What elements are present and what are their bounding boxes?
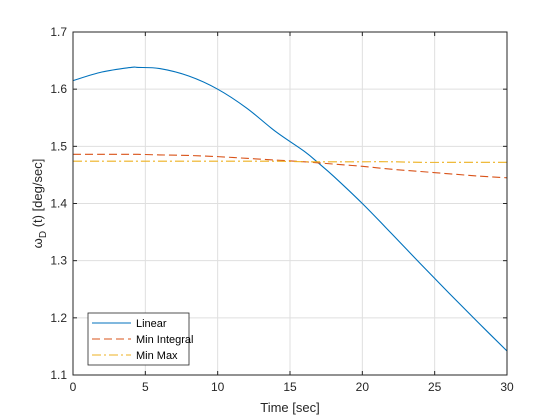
x-tick-label: 15 (283, 380, 297, 394)
x-tick-label: 25 (428, 380, 442, 394)
y-axis-title: ωD (t) [deg/sec] (30, 159, 49, 249)
x-tick-label: 0 (70, 380, 77, 394)
series-line-min-max (73, 160, 507, 163)
y-axis-title-symbol: ω (30, 238, 45, 248)
y-tick-label: 1.5 (50, 139, 67, 153)
axes (72, 31, 508, 376)
x-tick-label: 20 (356, 380, 370, 394)
legend-label: Min Max (136, 350, 178, 362)
x-tick-label: 30 (500, 380, 514, 394)
y-tick-label: 1.4 (50, 197, 67, 211)
series-lines (72, 66, 508, 352)
x-tick-label: 10 (211, 380, 225, 394)
y-tick-label: 1.6 (50, 82, 67, 96)
legend-label: Min Integral (136, 334, 193, 346)
legend: Linear Min Integral Min Max (87, 312, 193, 366)
tick-labels: 0 5 10 15 20 25 30 1.1 1.2 1.3 1.4 1.5 1.6 1.7 (50, 25, 514, 394)
y-tick-label: 1.7 (50, 25, 67, 39)
x-tick-label: 5 (142, 380, 149, 394)
legend-label: Linear (136, 318, 167, 330)
y-tick-label: 1.2 (50, 311, 67, 325)
series-line-linear (72, 66, 508, 352)
x-axis-title: Time [sec] (260, 400, 319, 415)
y-axis-title-rest: (t) [deg/sec] (30, 159, 45, 231)
y-tick-label: 1.3 (50, 254, 67, 268)
y-axis-title-subscript: D (38, 231, 49, 238)
plot-frame (72, 31, 508, 376)
y-tick-label: 1.1 (50, 368, 67, 382)
